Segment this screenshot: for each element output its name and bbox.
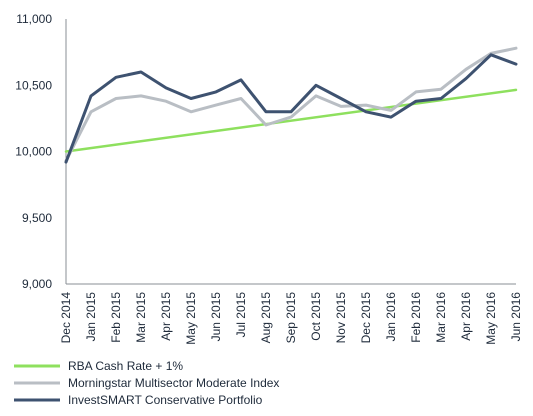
x-tick-label: Oct 2015 [309,292,323,341]
x-tick-label: Jul 2015 [234,292,248,338]
x-tick-label: Jun 2016 [509,292,523,342]
x-tick-labels: Dec 2014 Jan 2015 Feb 2015 Mar 2015 Apr 2015… [59,292,523,345]
legend-label: Morningstar Multisector Moderate Index [68,376,279,390]
x-tick-label: Nov 2015 [334,292,348,344]
chart-axes [65,19,516,285]
legend-label: RBA Cash Rate + 1% [68,359,183,373]
legend-label: InvestSMART Conservative Portfolio [68,393,263,407]
y-tick-label: 9,000 [22,277,52,291]
y-tick-labels: 9,000 9,500 10,000 10,500 11,000 [15,12,52,291]
x-tick-label: Jan 2016 [384,292,398,342]
x-tick-label: Mar 2016 [434,292,448,343]
x-tick-label: Jun 2015 [209,292,223,342]
series-line [64,53,518,164]
y-tick-label: 9,500 [22,211,52,225]
x-tick-label: Apr 2016 [459,292,473,341]
x-tick-label: Dec 2014 [59,292,73,344]
y-tick-label: 10,500 [15,78,52,92]
series-line [64,88,518,153]
chart-series-lines [64,46,518,164]
x-tick-label: Apr 2015 [159,292,173,341]
x-tick-label: May 2015 [184,292,198,345]
x-tick-label: Mar 2015 [134,292,148,343]
x-tick-label: Feb 2015 [109,292,123,343]
y-tick-label: 11,000 [16,12,52,26]
x-tick-label: Jan 2015 [84,292,98,342]
series-line [64,46,518,163]
x-tick-label: May 2016 [484,292,498,345]
x-tick-label: Aug 2015 [259,292,273,344]
x-tick-label: Sep 2015 [284,292,298,344]
chart-legend: RBA Cash Rate + 1% Morningstar Multisecto… [14,359,279,407]
x-tick-label: Feb 2016 [409,292,423,343]
x-tick-label: Dec 2015 [359,292,373,344]
y-tick-label: 10,000 [15,145,52,159]
